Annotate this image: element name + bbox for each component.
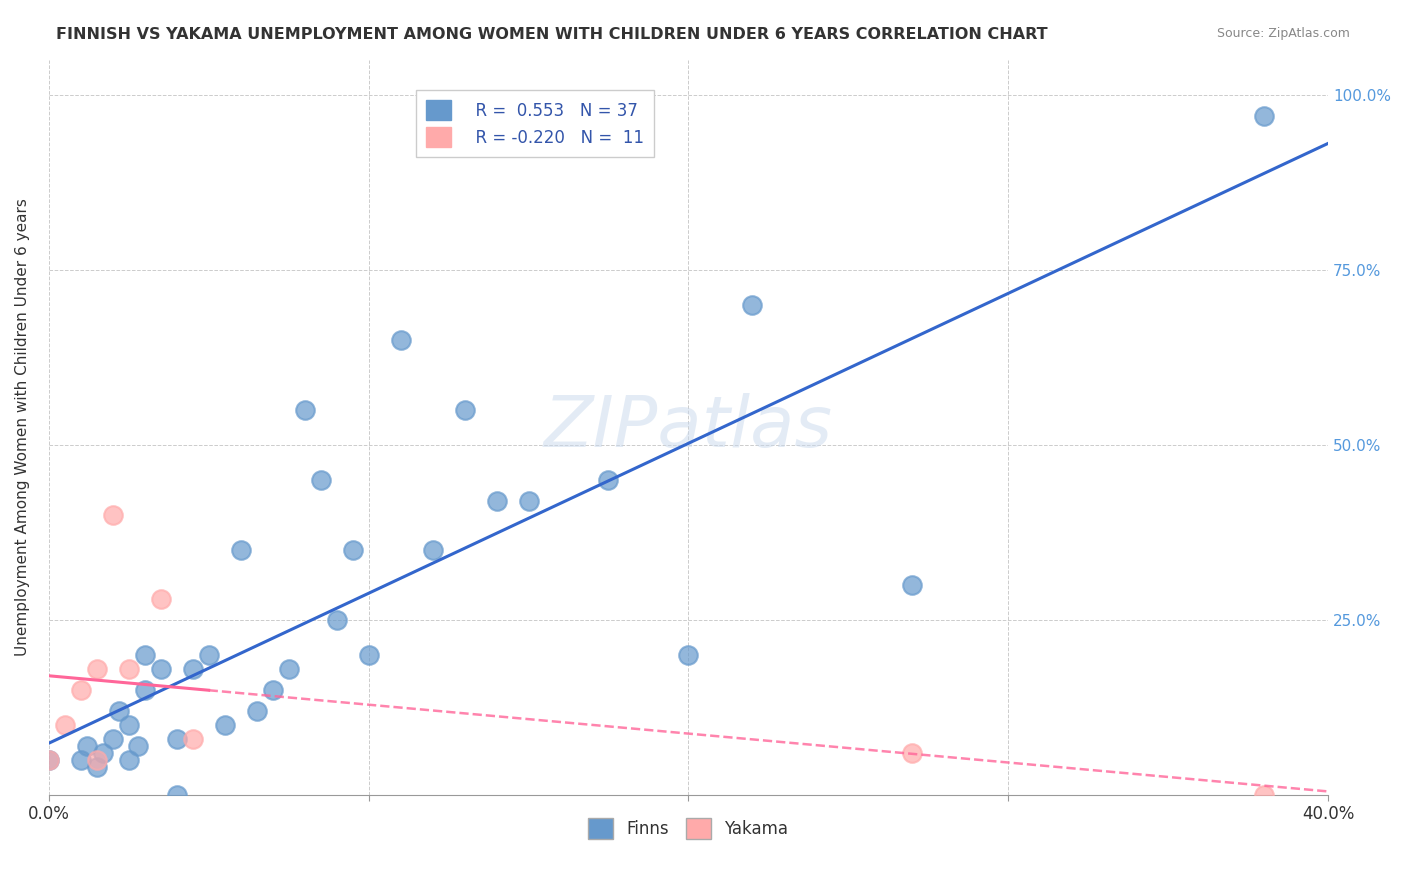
Point <box>166 731 188 746</box>
Point <box>108 704 131 718</box>
Point <box>53 717 76 731</box>
Point <box>134 682 156 697</box>
Point <box>325 613 347 627</box>
Point <box>118 662 141 676</box>
Text: FINNISH VS YAKAMA UNEMPLOYMENT AMONG WOMEN WITH CHILDREN UNDER 6 YEARS CORRELATI: FINNISH VS YAKAMA UNEMPLOYMENT AMONG WOM… <box>56 27 1047 42</box>
Point <box>86 760 108 774</box>
Text: Source: ZipAtlas.com: Source: ZipAtlas.com <box>1216 27 1350 40</box>
Point <box>69 753 91 767</box>
Point <box>86 753 108 767</box>
Point <box>69 682 91 697</box>
Point <box>262 682 284 697</box>
Point <box>101 508 124 522</box>
Point <box>101 731 124 746</box>
Point <box>901 746 924 760</box>
Point <box>389 333 412 347</box>
Point <box>118 717 141 731</box>
Point <box>181 662 204 676</box>
Point <box>598 473 620 487</box>
Point <box>38 753 60 767</box>
Point <box>277 662 299 676</box>
Point <box>485 493 508 508</box>
Point <box>149 662 172 676</box>
Point <box>517 493 540 508</box>
Point <box>76 739 98 753</box>
Point <box>741 298 763 312</box>
Y-axis label: Unemployment Among Women with Children Under 6 years: Unemployment Among Women with Children U… <box>15 198 30 657</box>
Point <box>149 591 172 606</box>
Point <box>86 662 108 676</box>
Point <box>1253 109 1275 123</box>
Point <box>38 753 60 767</box>
Point <box>1253 788 1275 802</box>
Point <box>214 717 236 731</box>
Point <box>91 746 114 760</box>
Legend: Finns, Yakama: Finns, Yakama <box>582 812 794 846</box>
Point <box>118 753 141 767</box>
Point <box>229 542 252 557</box>
Point <box>422 542 444 557</box>
Point <box>294 402 316 417</box>
Point <box>453 402 475 417</box>
Point <box>246 704 269 718</box>
Point <box>357 648 380 662</box>
Point <box>181 731 204 746</box>
Point <box>134 648 156 662</box>
Point <box>678 648 700 662</box>
Point <box>127 739 149 753</box>
Point <box>901 577 924 591</box>
Point <box>197 648 219 662</box>
Point <box>309 473 332 487</box>
Point <box>166 788 188 802</box>
Point <box>342 542 364 557</box>
Text: ZIPatlas: ZIPatlas <box>544 392 832 462</box>
